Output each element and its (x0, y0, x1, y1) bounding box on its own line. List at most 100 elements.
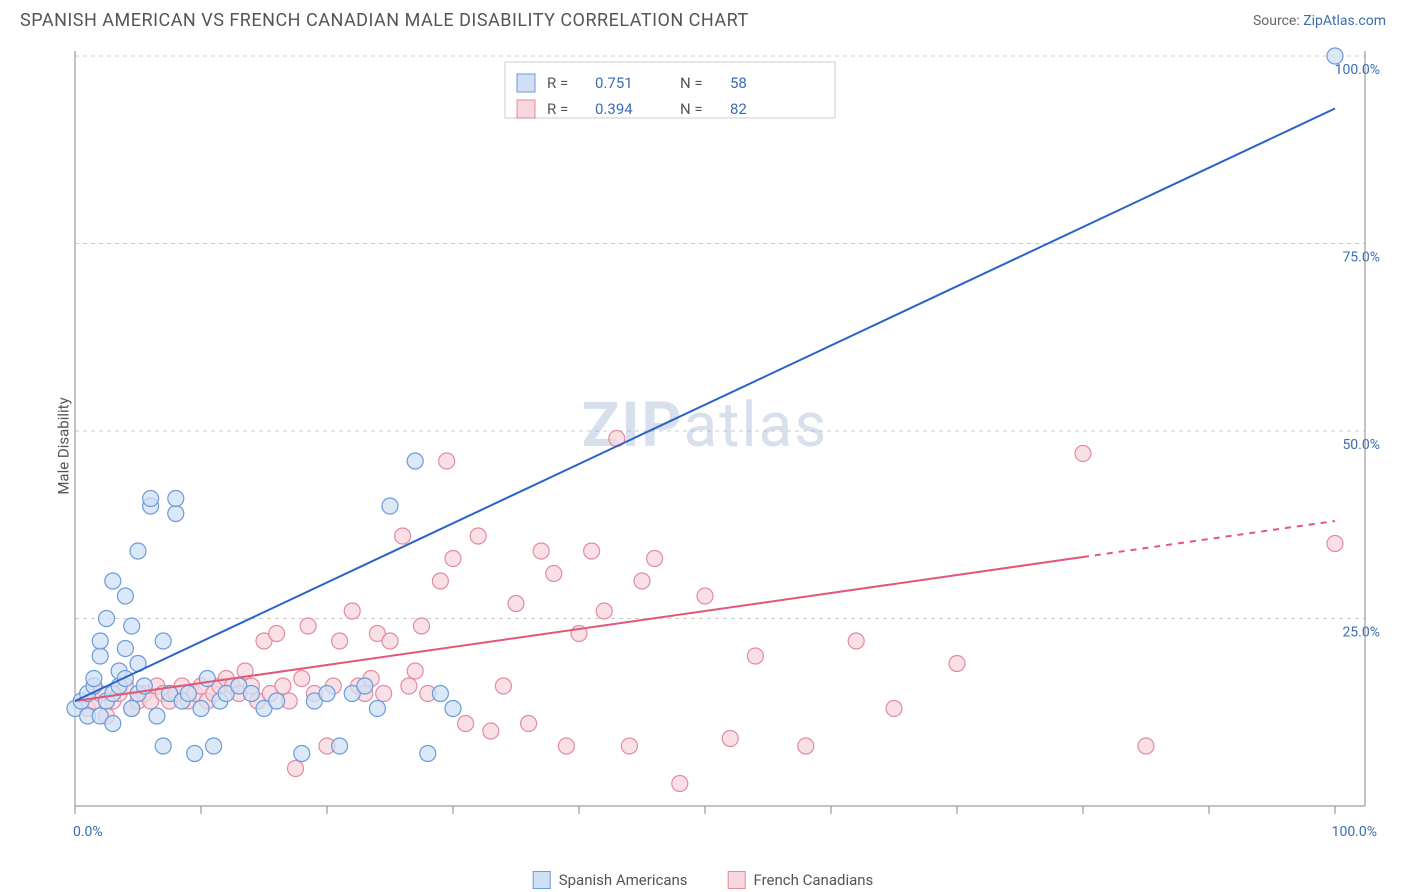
legend-item-a: Spanish Americans (533, 871, 688, 889)
x-tick-left: 0.0% (73, 824, 103, 840)
data-point (124, 701, 140, 717)
data-point (344, 603, 360, 619)
data-point (382, 498, 398, 514)
source-prefix: Source: (1253, 13, 1303, 29)
legend-r-label: R = (547, 100, 568, 118)
data-point (92, 633, 108, 649)
data-point (1327, 536, 1343, 552)
chart-header: SPANISH AMERICAN VS FRENCH CANADIAN MALE… (0, 0, 1406, 41)
data-point (458, 716, 474, 732)
data-point (1075, 446, 1091, 462)
data-point (294, 671, 310, 687)
data-point (672, 776, 688, 792)
legend-r-value: 0.394 (595, 100, 633, 118)
data-point (621, 738, 637, 754)
data-point (92, 648, 108, 664)
y-tick-label: 50.0% (1342, 437, 1380, 453)
legend-swatch (517, 74, 535, 92)
legend-swatch (517, 100, 535, 118)
legend-r-value: 0.751 (595, 74, 633, 92)
data-point (1138, 738, 1154, 754)
data-point (269, 693, 285, 709)
data-point (533, 543, 549, 559)
data-point (332, 633, 348, 649)
source-attribution: Source: ZipAtlas.com (1253, 13, 1386, 29)
data-point (445, 551, 461, 567)
data-point (187, 746, 203, 762)
data-point (168, 506, 184, 522)
data-point (722, 731, 738, 747)
data-point (414, 618, 430, 634)
watermark-text: ZIPatlas (582, 389, 829, 462)
data-point (886, 701, 902, 717)
data-point (180, 686, 196, 702)
data-point (86, 671, 102, 687)
data-point (199, 671, 215, 687)
data-point (117, 588, 133, 604)
legend-swatch-a (533, 871, 551, 889)
data-point (647, 551, 663, 567)
data-point (483, 723, 499, 739)
data-point (294, 746, 310, 762)
data-point (130, 543, 146, 559)
data-point (747, 648, 763, 664)
y-tick-label: 100.0% (1335, 62, 1380, 78)
data-point (634, 573, 650, 589)
data-point (407, 663, 423, 679)
legend-label-a: Spanish Americans (559, 871, 688, 889)
data-point (1327, 48, 1343, 64)
correlation-scatter-chart: 25.0% 50.0% 75.0% 100.0% ZIPatlas 0.0% 100.0% R… (55, 46, 1381, 846)
source-link[interactable]: ZipAtlas.com (1303, 13, 1386, 29)
legend-n-value: 82 (730, 100, 747, 118)
data-point (508, 596, 524, 612)
data-point (369, 701, 385, 717)
data-point (848, 633, 864, 649)
data-point (357, 678, 373, 694)
legend-n-value: 58 (730, 74, 747, 92)
data-point (558, 738, 574, 754)
data-point (401, 678, 417, 694)
data-point (143, 491, 159, 507)
data-point (439, 453, 455, 469)
chart-title: SPANISH AMERICAN VS FRENCH CANADIAN MALE… (20, 10, 749, 31)
data-point (521, 716, 537, 732)
data-point (432, 573, 448, 589)
legend-r-label: R = (547, 74, 568, 92)
legend-n-label: N = (680, 74, 703, 92)
data-point (275, 678, 291, 694)
data-point (149, 708, 165, 724)
data-point (124, 618, 140, 634)
data-point (332, 738, 348, 754)
data-point (206, 738, 222, 754)
data-point (584, 543, 600, 559)
data-point (105, 573, 121, 589)
regression-line-a (75, 109, 1335, 702)
legend-n-label: N = (680, 100, 703, 118)
data-point (546, 566, 562, 582)
data-point (395, 528, 411, 544)
data-point (445, 701, 461, 717)
chart-area: Male Disability 25.0%50.0%75.0%100.0%ZIP… (55, 46, 1381, 846)
y-tick-label: 75.0% (1342, 250, 1380, 266)
data-point (269, 626, 285, 642)
data-point (117, 641, 133, 657)
data-point (99, 611, 115, 627)
data-point (193, 701, 209, 717)
data-point (407, 453, 423, 469)
x-tick-right: 100.0% (1332, 824, 1377, 840)
data-point (117, 671, 133, 687)
data-point (949, 656, 965, 672)
y-tick-label: 25.0% (1342, 625, 1380, 641)
data-point (168, 491, 184, 507)
data-point (376, 686, 392, 702)
data-point (243, 686, 259, 702)
data-point (798, 738, 814, 754)
data-point (319, 686, 335, 702)
data-point (432, 686, 448, 702)
data-point (470, 528, 486, 544)
data-point (300, 618, 316, 634)
data-point (697, 588, 713, 604)
data-point (495, 678, 511, 694)
data-point (155, 633, 171, 649)
legend-item-b: French Canadians (728, 871, 874, 889)
